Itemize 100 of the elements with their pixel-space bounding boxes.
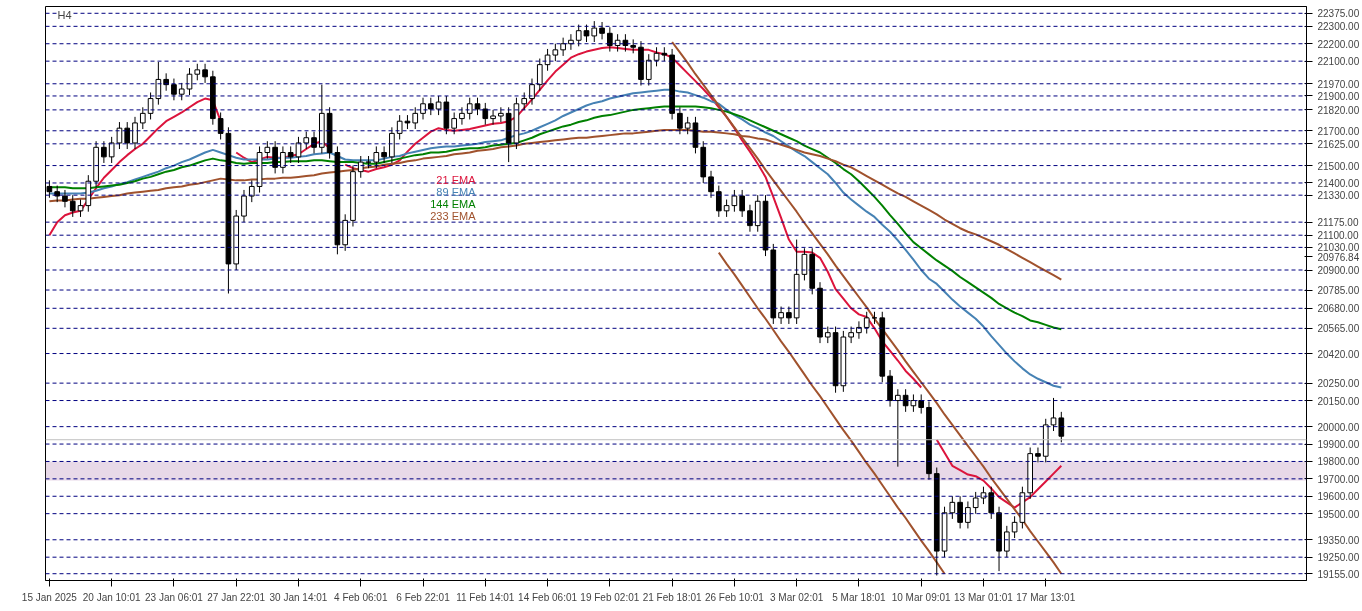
- candlestick: [645, 53, 652, 87]
- y-tick-label: 20250.00: [1317, 378, 1360, 390]
- y-tick-label: 19500.00: [1317, 508, 1360, 520]
- candlestick: [856, 320, 862, 340]
- candlestick: [801, 247, 808, 281]
- y-tick-label: 20785.00: [1317, 285, 1360, 297]
- y-tick-label: 19350.00: [1317, 534, 1360, 546]
- candlestick: [965, 500, 971, 529]
- candlestick: [241, 189, 247, 223]
- x-tick-label: 17 Mar 13:01: [1016, 591, 1076, 603]
- candlestick: [490, 109, 496, 126]
- candlestick: [311, 131, 317, 154]
- candlestick: [389, 126, 395, 164]
- candlestick: [972, 491, 979, 515]
- candlestick: [786, 306, 792, 325]
- candlestick: [863, 311, 870, 335]
- y-tick-label: 22100.00: [1317, 56, 1360, 68]
- y-tick-label: 21500.00: [1317, 160, 1360, 172]
- candlestick: [895, 388, 901, 468]
- candlestick: [949, 495, 956, 520]
- candlestick: [544, 48, 551, 72]
- x-tick-label: 13 Mar 01:01: [954, 591, 1014, 603]
- candlestick: [139, 106, 146, 130]
- candlestick: [708, 170, 714, 199]
- text: 21 EMA: [436, 173, 477, 186]
- x-tick-label: 5 Mar 18:01: [832, 591, 887, 603]
- candlestick: [739, 189, 745, 218]
- x-tick-label: 26 Feb 10:01: [704, 591, 765, 603]
- y-tick-label: 21625.00: [1317, 138, 1360, 150]
- candlestick: [560, 37, 566, 57]
- y-tick-label: 19600.00: [1317, 491, 1360, 503]
- x-tick-label: 11 Feb 14:01: [456, 591, 515, 603]
- candlestick: [69, 194, 76, 218]
- candlestick: [677, 106, 683, 135]
- line-series: [48, 88, 1063, 389]
- x-tick-label: 20 Jan 10:01: [82, 591, 142, 603]
- x-tick-label: 30 Jan 14:01: [269, 591, 328, 603]
- x-tick-label: 6 Feb 22:01: [396, 591, 451, 603]
- chart-title: H4: [57, 8, 72, 21]
- candlestick: [280, 145, 286, 174]
- y-tick-label: 19250.00: [1317, 552, 1360, 564]
- text: 144 EMA: [430, 197, 477, 210]
- y-tick-label: 20420.00: [1317, 348, 1360, 360]
- candlestick: [731, 189, 738, 213]
- candlestick: [248, 179, 255, 203]
- x-tick-label: 21 Feb 18:01: [642, 591, 703, 603]
- candlestick: [412, 106, 419, 130]
- candlestick: [848, 326, 854, 344]
- candlestick: [116, 121, 123, 150]
- x-tick-label: 27 Jan 22:01: [207, 591, 266, 603]
- y-tick-label: 21970.00: [1317, 78, 1360, 90]
- candlestick: [482, 102, 489, 126]
- y-tick-label: 19700.00: [1317, 473, 1360, 485]
- candlestick: [171, 78, 177, 101]
- y-tick-label: 20150.00: [1317, 395, 1360, 407]
- y-tick-label: 21820.00: [1317, 104, 1360, 116]
- y-tick-label: 20680.00: [1317, 303, 1360, 315]
- candlestick: [988, 486, 995, 520]
- candlestick: [357, 155, 364, 179]
- candlestick: [451, 111, 457, 135]
- candlestick: [498, 106, 504, 123]
- candlestick: [778, 306, 784, 325]
- candlestick: [132, 116, 138, 150]
- candlestick: [715, 185, 722, 218]
- candlestick: [62, 189, 68, 208]
- candlestick: [1003, 525, 1010, 558]
- y-tick-label: 21900.00: [1317, 90, 1360, 102]
- candlestick: [420, 97, 426, 120]
- y-tick-label: 22200.00: [1317, 38, 1360, 50]
- text: 233 EMA: [430, 209, 477, 222]
- candlestick: [1011, 515, 1018, 539]
- y-tick-label: 20976.84: [1317, 251, 1360, 263]
- y-tick-label: 20000.00: [1317, 421, 1360, 433]
- y-tick-label: 21700.00: [1317, 125, 1360, 137]
- candlestick: [529, 78, 535, 106]
- candlestick: [599, 21, 605, 40]
- y-tick-label: 21330.00: [1317, 190, 1360, 202]
- y-tick-label: 19800.00: [1317, 456, 1360, 468]
- y-tick-label: 21030.00: [1317, 242, 1360, 254]
- candlestick: [747, 204, 753, 233]
- x-tick-label: 19 Feb 02:01: [580, 591, 640, 603]
- candlestick: [202, 63, 208, 84]
- candlestick: [459, 106, 465, 126]
- y-tick-label: 20900.00: [1317, 265, 1360, 276]
- y-tick-label: 21100.00: [1317, 230, 1359, 242]
- x-tick-label: 10 Mar 09:01: [891, 591, 952, 603]
- candlestick: [124, 121, 131, 150]
- candlestick: [101, 140, 107, 164]
- y-tick-label: 21175.00: [1317, 217, 1359, 229]
- y-tick-label: 20565.00: [1317, 323, 1360, 335]
- candlestick: [607, 26, 613, 53]
- y-tick-label: 19155.00: [1317, 568, 1360, 580]
- y-tick-label: 22375.00: [1317, 8, 1360, 20]
- x-tick-label: 4 Feb 06:01: [334, 591, 388, 603]
- candlestick: [272, 140, 278, 174]
- candlestick: [108, 136, 115, 164]
- x-tick-label: 3 Mar 02:01: [769, 591, 824, 603]
- candlestick: [373, 145, 380, 169]
- candlestick: [1035, 447, 1041, 463]
- candlestick: [536, 58, 543, 92]
